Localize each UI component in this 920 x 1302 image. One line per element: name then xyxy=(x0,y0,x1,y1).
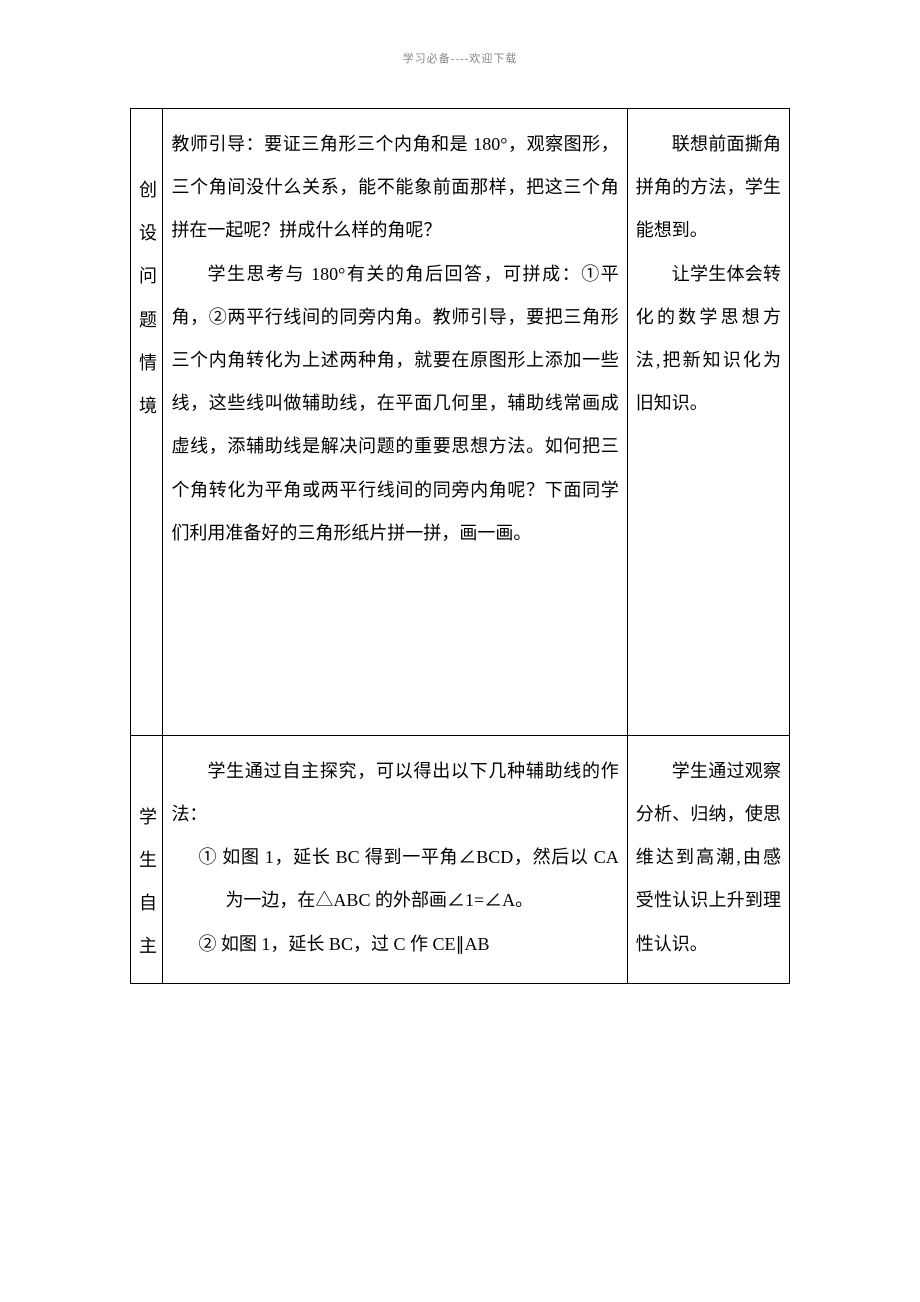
table-row: 创设问题情境 教师引导：要证三角形三个内角和是 180°，观察图形，三个角间没什… xyxy=(131,109,790,736)
paragraph: 学生通过观察分析、归纳，使思维达到高潮,由感受性认识上升到理性认识。 xyxy=(636,750,781,966)
content-cell-2: 学生通过自主探究，可以得出以下几种辅助线的作法： ① 如图 1，延长 BC 得到… xyxy=(163,735,627,983)
lesson-table: 创设问题情境 教师引导：要证三角形三个内角和是 180°，观察图形，三个角间没什… xyxy=(130,108,790,984)
note-cell-1: 联想前面撕角拼角的方法，学生能想到。 让学生体会转化的数学思想方法,把新知识化为… xyxy=(627,109,789,736)
document-page: 学习必备----欢迎下载 创设问题情境 教师引导：要证三角形三个内角和是 180… xyxy=(0,0,920,1302)
paragraph: 联想前面撕角拼角的方法，学生能想到。 xyxy=(636,123,781,253)
stage-label-1: 创设问题情境 xyxy=(139,169,154,428)
paragraph: 学生通过自主探究，可以得出以下几种辅助线的作法： xyxy=(171,750,618,836)
paragraph: 让学生体会转化的数学思想方法,把新知识化为旧知识。 xyxy=(636,253,781,426)
page-header: 学习必备----欢迎下载 xyxy=(130,50,790,66)
stage-cell-2: 学生自主 xyxy=(131,735,163,983)
list-item: ② 如图 1，延长 BC，过 C 作 CE∥AB xyxy=(198,923,618,966)
content-cell-1: 教师引导：要证三角形三个内角和是 180°，观察图形，三个角间没什么关系，能不能… xyxy=(163,109,627,736)
list-item: ① 如图 1，延长 BC 得到一平角∠BCD，然后以 CA 为一边，在△ABC … xyxy=(198,836,618,922)
table-row: 学生自主 学生通过自主探究，可以得出以下几种辅助线的作法： ① 如图 1，延长 … xyxy=(131,735,790,983)
stage-label-2: 学生自主 xyxy=(139,796,154,969)
note-cell-2: 学生通过观察分析、归纳，使思维达到高潮,由感受性认识上升到理性认识。 xyxy=(627,735,789,983)
paragraph: 教师引导：要证三角形三个内角和是 180°，观察图形，三个角间没什么关系，能不能… xyxy=(171,123,618,253)
stage-cell-1: 创设问题情境 xyxy=(131,109,163,736)
paragraph: 学生思考与 180°有关的角后回答，可拼成：①平角，②两平行线间的同旁内角。教师… xyxy=(171,253,618,555)
